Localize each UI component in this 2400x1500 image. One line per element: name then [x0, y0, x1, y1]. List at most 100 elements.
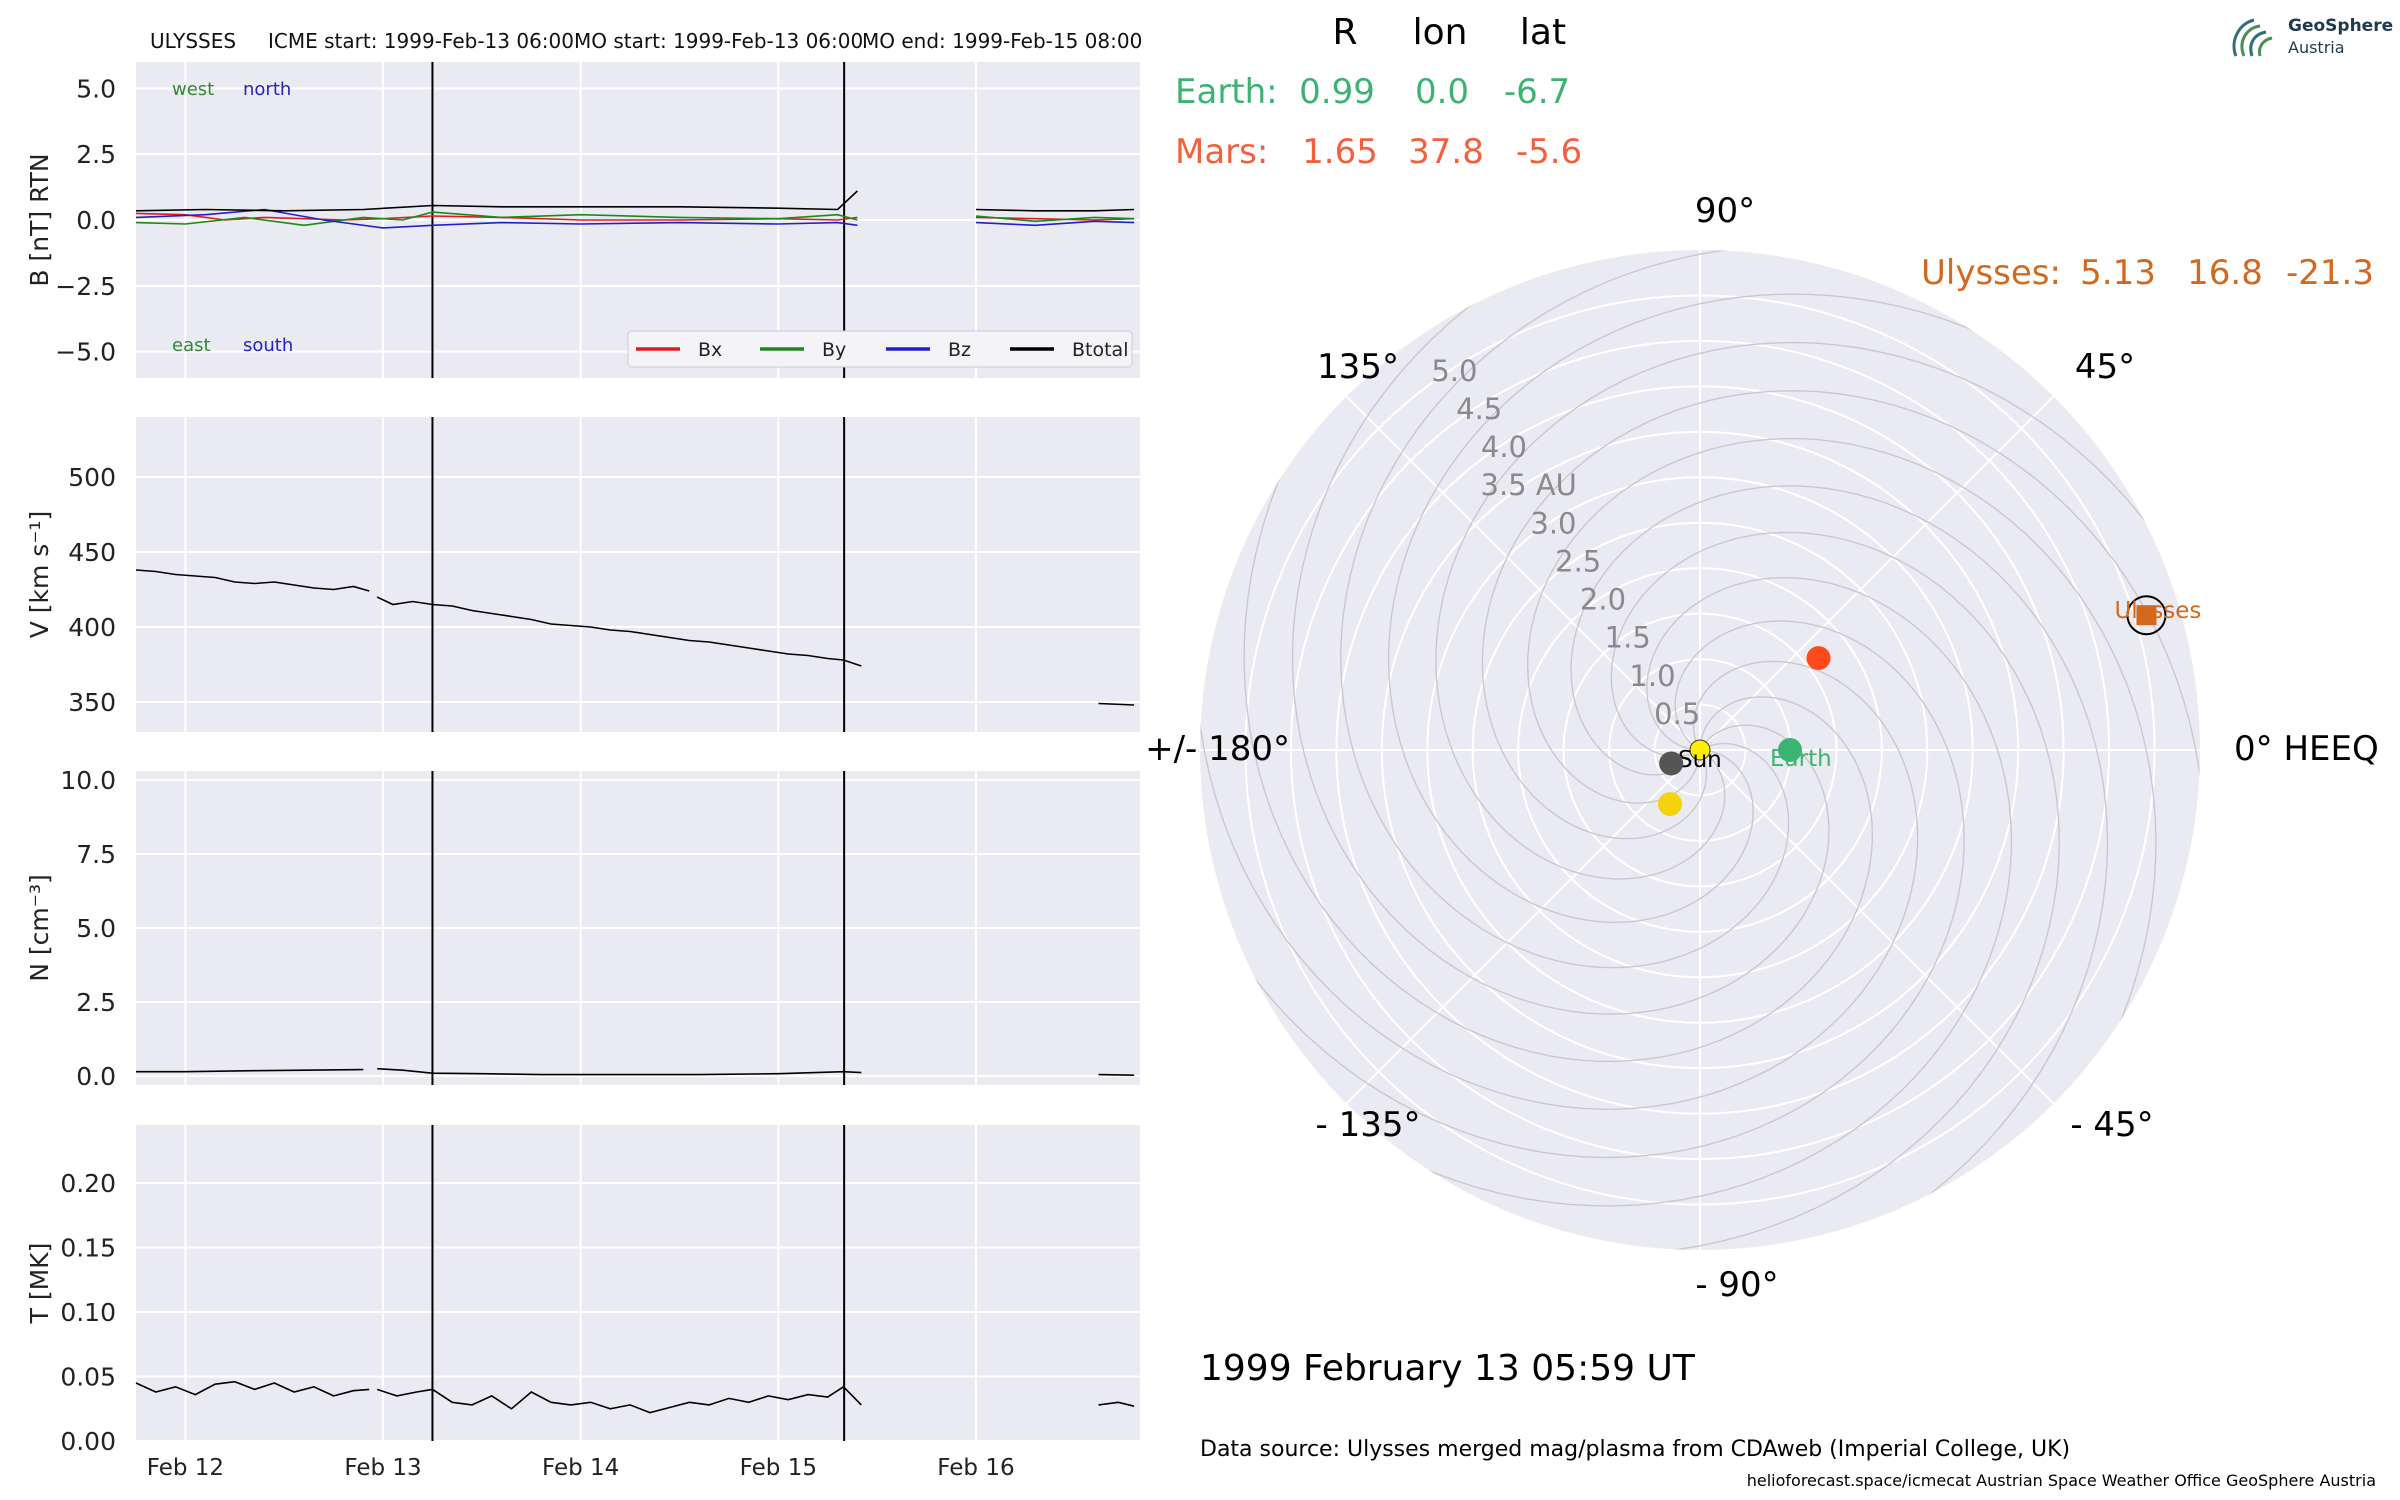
series-line-bz [975, 220, 1135, 227]
angle-label: - 45° [2070, 1105, 2153, 1145]
radial-tick-label: 2.5 [1555, 544, 1601, 578]
series-line-v [1098, 702, 1135, 706]
earth-lon: 0.0 [1415, 72, 1469, 112]
ulysses-name: Ulysses: [1921, 253, 2061, 293]
spiral-line [1526, 437, 2157, 1250]
panel-background [136, 1125, 1140, 1441]
angle-label: 135° [1317, 347, 1399, 387]
series-line-v [376, 596, 862, 667]
angle-label: 90° [1695, 191, 1755, 231]
x-tick-label: Feb 13 [344, 1455, 421, 1481]
angle-label: +/- 180° [1145, 729, 1290, 769]
header-mo-end: MO end: 1999-Feb-15 08:00 [862, 29, 1142, 53]
spiral-line [1243, 250, 1874, 1063]
spiral-line [1200, 379, 1919, 1110]
table-header-lat: lat [1520, 12, 1566, 53]
y-axis-label: V [km s⁻¹] [25, 511, 54, 639]
series-line-btotal [135, 190, 858, 212]
body-marker [1658, 792, 1683, 817]
earth-label: Earth [1770, 746, 1832, 772]
y-tick-label: 0.05 [60, 1363, 116, 1392]
y-tick-label: −5.0 [55, 338, 116, 367]
legend-label-bz: Bz [948, 339, 971, 361]
spiral-line [1340, 250, 2071, 969]
field-direction-label: south [243, 335, 293, 356]
y-tick-label: 5.0 [76, 914, 116, 943]
x-tick-label: Feb 15 [740, 1455, 817, 1481]
x-tick-label: Feb 14 [542, 1455, 619, 1481]
y-axis-label: T [MK] [25, 1243, 54, 1325]
spiral-line [1570, 485, 2109, 1250]
timeseries-panels: 5.0 2.5 0.0 −2.5 −5.0 B [nT] RTN west north east… [25, 62, 1140, 1481]
y-tick-label: 0.0 [76, 1062, 116, 1091]
mars-lon: 37.8 [1408, 132, 1484, 172]
angle-label: 45° [2075, 347, 2135, 387]
field-direction-label: north [243, 79, 291, 100]
y-tick-label: 10.0 [60, 766, 116, 795]
series-line-t [1098, 1401, 1135, 1407]
y-tick-label: 2.5 [76, 140, 116, 169]
panel-temperature: 0.20 0.15 0.10 0.05 0.00 T [MK] Feb 12 Feb 13 Fe… [25, 1125, 1140, 1481]
spiral-line [1200, 576, 2013, 1207]
ulysses-marker [2136, 605, 2157, 626]
radial-tick-label: 1.5 [1605, 621, 1651, 655]
y-tick-label: 350 [68, 688, 116, 717]
y-tick-label: 0.0 [76, 206, 116, 235]
x-tick-label: Feb 16 [937, 1455, 1014, 1481]
radial-tick-label: 1.0 [1629, 659, 1675, 693]
polar-grid-spoke [1345, 749, 1701, 1105]
y-tick-label: 400 [68, 613, 116, 642]
spiral-line [1200, 620, 1965, 1159]
radial-tick-label: 3.0 [1530, 506, 1576, 540]
series-line-by [975, 215, 1135, 223]
series-line-n [136, 1068, 364, 1073]
series-line-n [1098, 1073, 1135, 1076]
legend-frame [627, 330, 1133, 368]
y-tick-label: 5.0 [76, 74, 116, 103]
y-tick-label: 2.5 [76, 988, 116, 1017]
earth-marker [1778, 738, 1802, 762]
panel-magnetic-field: 5.0 2.5 0.0 −2.5 −5.0 B [nT] RTN west north east… [25, 62, 1140, 378]
y-tick-label: 7.5 [76, 840, 116, 869]
field-direction-label: east [172, 335, 211, 356]
series-line-t [376, 1385, 862, 1414]
panel-background [136, 417, 1140, 732]
legend: Bx By Bz Btotal [627, 330, 1133, 368]
radial-tick-label: 3.5 AU [1481, 468, 1577, 502]
earth-lat: -6.7 [1504, 72, 1570, 112]
x-tick-label: Feb 12 [147, 1455, 224, 1481]
y-tick-label: 0.15 [60, 1234, 116, 1263]
polar-grid-spoke [1699, 749, 2055, 1105]
sun-label: Sun [1678, 747, 1722, 773]
earth-r: 0.99 [1299, 72, 1375, 112]
table-header-r: R [1332, 12, 1357, 53]
y-tick-label: 450 [68, 538, 116, 567]
series-line-t [135, 1380, 370, 1397]
radial-tick-label: 2.0 [1580, 583, 1626, 617]
y-tick-label: −2.5 [55, 272, 116, 301]
radial-tick-label: 4.5 [1456, 392, 1502, 426]
logo-subtitle: Austria [2288, 38, 2345, 57]
radial-tick-label: 5.0 [1431, 354, 1477, 388]
table-header-lon: lon [1413, 12, 1468, 53]
field-direction-label: west [172, 79, 214, 100]
date-label: 1999 February 13 05:59 UT [1200, 1348, 1696, 1389]
panel-velocity: 500 450 400 350 V [km s⁻¹] [25, 417, 1140, 732]
radial-tick-label: 4.0 [1481, 430, 1527, 464]
body-marker [1659, 751, 1684, 776]
logo-name: GeoSphere [2288, 16, 2394, 36]
logo-mark-icon [2232, 18, 2273, 57]
legend-label-btotal: Btotal [1072, 339, 1128, 361]
earth-name: Earth: [1175, 72, 1278, 112]
header-icme-start: ICME start: 1999-Feb-13 06:00 [268, 29, 574, 53]
y-axis-label: N [cm⁻³] [25, 874, 54, 981]
header-spacecraft: ULYSSES [150, 29, 236, 53]
spiral-line [1329, 531, 2060, 1250]
panel-density: 10.0 7.5 5.0 2.5 0.0 N [cm⁻³] [25, 766, 1140, 1091]
header-mo-start: MO start: 1999-Feb-13 06:00 [574, 29, 863, 53]
spiral-lines [1200, 250, 2200, 1250]
mars-name: Mars: [1175, 132, 1268, 172]
spiral-line [1387, 293, 2200, 924]
position-table: R lon lat Earth: 0.99 0.0 -6.7 Mars: 1.6… [1175, 12, 2374, 293]
